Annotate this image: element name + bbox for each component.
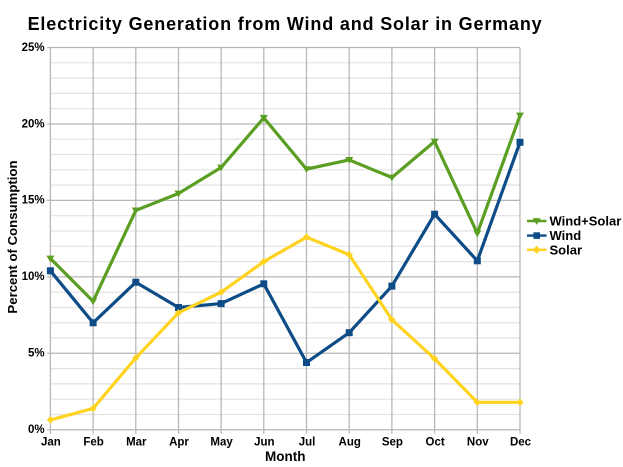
svg-text:Mar: Mar	[126, 437, 147, 449]
svg-text:Apr: Apr	[169, 437, 189, 449]
svg-text:Dec: Dec	[510, 437, 532, 449]
svg-text:Wind: Wind	[550, 228, 582, 243]
svg-text:Wind+Solar: Wind+Solar	[550, 214, 622, 229]
svg-text:10%: 10%	[22, 271, 45, 283]
svg-text:Jul: Jul	[299, 437, 316, 449]
svg-text:Month: Month	[265, 449, 305, 464]
svg-text:Sep: Sep	[382, 437, 403, 449]
svg-text:Jun: Jun	[254, 437, 274, 449]
svg-text:Solar: Solar	[550, 242, 583, 257]
svg-text:20%: 20%	[22, 118, 45, 130]
svg-text:Aug: Aug	[339, 437, 361, 449]
svg-text:15%: 15%	[22, 195, 45, 207]
svg-text:Electricity Generation from Wi: Electricity Generation from Wind and Sol…	[28, 14, 543, 34]
svg-text:25%: 25%	[22, 42, 45, 54]
svg-text:Percent of Consumption: Percent of Consumption	[5, 160, 20, 313]
svg-text:0%: 0%	[28, 424, 45, 436]
svg-text:Feb: Feb	[83, 437, 103, 449]
svg-text:Oct: Oct	[426, 437, 445, 449]
svg-text:5%: 5%	[28, 348, 45, 360]
svg-text:Jan: Jan	[41, 437, 61, 449]
svg-text:Nov: Nov	[467, 437, 489, 449]
svg-text:May: May	[210, 437, 233, 449]
